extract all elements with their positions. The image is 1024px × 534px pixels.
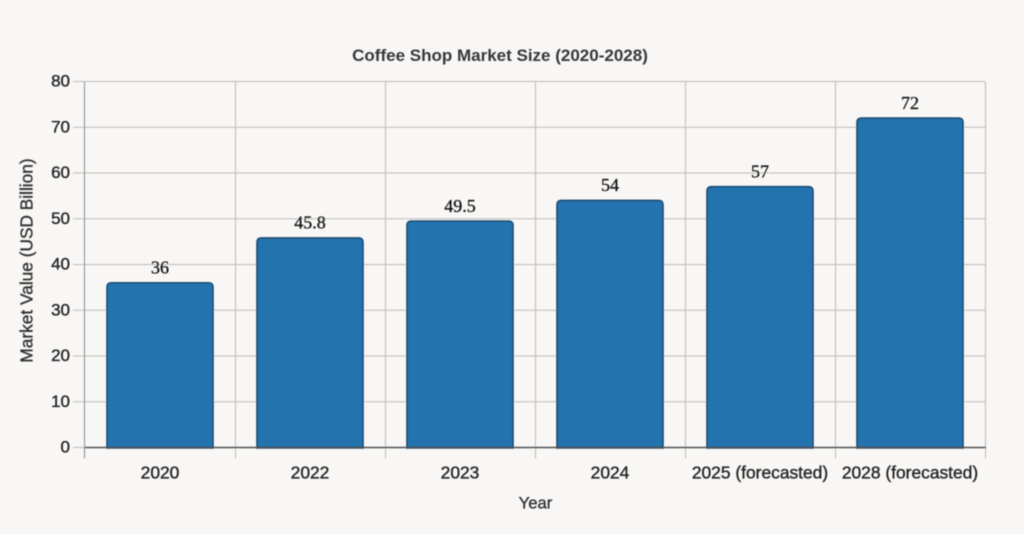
svg-text:72: 72 [901, 93, 919, 113]
svg-text:36: 36 [151, 258, 169, 278]
svg-text:Market Value (USD Billion): Market Value (USD Billion) [17, 158, 37, 362]
svg-text:49.5: 49.5 [444, 196, 476, 216]
svg-text:2023: 2023 [441, 463, 480, 483]
svg-text:2025 (forecasted): 2025 (forecasted) [692, 463, 828, 483]
svg-text:70: 70 [51, 117, 70, 136]
svg-text:Year: Year [519, 494, 553, 513]
svg-text:54: 54 [601, 175, 619, 195]
svg-text:80: 80 [51, 72, 70, 91]
svg-text:2024: 2024 [591, 463, 630, 483]
svg-text:20: 20 [51, 346, 70, 365]
svg-text:50: 50 [51, 209, 70, 228]
svg-text:10: 10 [51, 392, 70, 411]
svg-text:0: 0 [61, 438, 70, 457]
svg-text:60: 60 [51, 163, 70, 182]
svg-text:2020: 2020 [141, 463, 180, 483]
svg-text:2022: 2022 [291, 463, 330, 483]
svg-text:2028 (forecasted): 2028 (forecasted) [842, 463, 978, 483]
svg-text:40: 40 [51, 255, 70, 274]
svg-text:45.8: 45.8 [294, 213, 326, 233]
svg-text:57: 57 [751, 162, 769, 182]
svg-text:30: 30 [51, 300, 70, 319]
svg-text:Coffee Shop Market Size (2020-: Coffee Shop Market Size (2020-2028) [352, 46, 648, 65]
